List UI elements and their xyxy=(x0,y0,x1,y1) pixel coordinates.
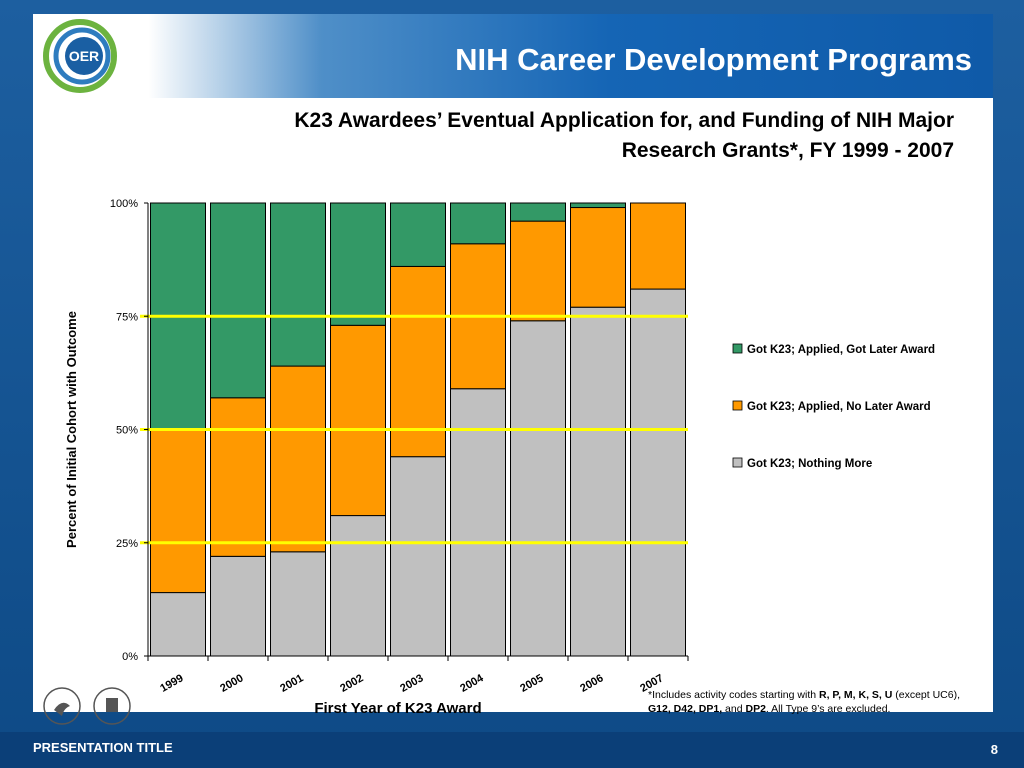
subtitle-line-2: Research Grants*, FY 1999 - 2007 xyxy=(621,139,954,162)
bar-2001-series-1 xyxy=(270,365,326,553)
hhs-eagle-icon xyxy=(54,702,70,716)
bar-2002-series-1 xyxy=(330,324,386,517)
bar-2005-series-2 xyxy=(510,202,566,222)
bar-2000-series-0 xyxy=(210,555,266,657)
bar-2005-series-1 xyxy=(510,220,566,322)
footnote-text-2: (except UC6), xyxy=(892,689,961,701)
reference-lines-group xyxy=(140,314,688,545)
legend-swatch-0 xyxy=(732,457,743,468)
bar-2002-series-0 xyxy=(330,515,386,657)
footnote-text-1: *Includes activity codes starting with xyxy=(648,689,819,701)
y-tick-label: 25% xyxy=(116,538,138,550)
presentation-title: PRESENTATION TITLE xyxy=(33,740,173,755)
bar-2000-series-1 xyxy=(210,397,266,557)
bar-2007-series-1 xyxy=(630,202,686,290)
logo-core xyxy=(65,37,103,75)
subtitle-line-1: K23 Awardees’ Eventual Application for, … xyxy=(294,109,954,132)
bar-2006-series-1 xyxy=(570,207,626,308)
bar-1999-series-1 xyxy=(150,429,206,594)
legend-label-2: Got K23; Applied, Got Later Award xyxy=(747,344,935,356)
hhs-seal-icon xyxy=(43,687,81,725)
footnote-codes-3: DP2 xyxy=(745,703,766,715)
nih-seals xyxy=(43,687,131,725)
logo-ring-middle xyxy=(53,27,111,85)
bar-2001-series-0 xyxy=(270,551,326,657)
x-tick-label: 2000 xyxy=(218,672,245,695)
bar-2004-series-2 xyxy=(450,202,506,245)
bar-2004-series-0 xyxy=(450,388,506,657)
y-tick-label: 0% xyxy=(122,651,138,663)
footnote-text-4: . All Type 9’s are excluded. xyxy=(765,703,891,715)
x-axis-title: First Year of K23 Award xyxy=(314,700,481,717)
y-tick-label: 100% xyxy=(110,198,138,210)
x-tick-label: 2001 xyxy=(278,672,305,695)
legend-swatch-2 xyxy=(732,343,743,354)
bar-2002-series-2 xyxy=(330,202,386,326)
bar-2000-series-2 xyxy=(210,202,266,399)
bar-2001-series-2 xyxy=(270,202,326,367)
x-tick-label: 2005 xyxy=(518,672,545,695)
x-tick-label: 2006 xyxy=(578,672,605,695)
bar-2007-series-0 xyxy=(630,288,686,657)
bar-2006-series-2 xyxy=(570,202,626,209)
footnote: *Includes activity codes starting with R… xyxy=(648,688,978,716)
x-tick-label: 2002 xyxy=(338,672,365,695)
y-axis-title: Percent of Initial Cohort with Outcome xyxy=(64,311,79,548)
slide-title: NIH Career Development Programs xyxy=(455,42,972,77)
chart-subtitle: K23 Awardees’ Eventual Application for, … xyxy=(134,106,954,166)
footnote-text-3: and xyxy=(722,703,746,715)
legend-group: Got K23; Applied, Got Later Award Got K23… xyxy=(732,343,935,470)
x-tick-label: 2003 xyxy=(398,672,425,695)
bar-1999-series-0 xyxy=(150,592,206,657)
oer-logo: OER xyxy=(43,19,117,93)
nih-seal-icon xyxy=(93,687,131,725)
footnote-codes-1: R, P, M, K, S, U xyxy=(819,689,893,701)
legend-label-1: Got K23; Applied, No Later Award xyxy=(747,401,931,413)
y-tick-label: 75% xyxy=(116,311,138,323)
bar-2003-series-1 xyxy=(390,265,446,458)
page-number: 8 xyxy=(990,742,998,757)
x-tick-label: 2004 xyxy=(458,672,486,695)
logo-ring-outer xyxy=(43,19,117,93)
logo-text: OER xyxy=(69,48,99,64)
bar-2003-series-0 xyxy=(390,456,446,657)
legend-swatch-1 xyxy=(732,400,743,411)
legend-label-0: Got K23; Nothing More xyxy=(747,458,872,470)
nih-building-icon xyxy=(106,698,118,712)
bar-2006-series-0 xyxy=(570,306,626,657)
bar-2003-series-2 xyxy=(390,202,446,267)
y-tick-label: 50% xyxy=(116,425,138,437)
footer-bar xyxy=(0,732,1024,768)
x-tick-label: 1999 xyxy=(158,672,185,695)
stacked-bar-chart: 0% 25% 50% 75% 100% 1999 2000 2001 2002 2003 2004 2… xyxy=(64,198,935,717)
header-bar xyxy=(33,14,993,98)
bar-2005-series-0 xyxy=(510,320,566,657)
footnote-codes-2: G12, D42, DP1, xyxy=(648,703,723,715)
